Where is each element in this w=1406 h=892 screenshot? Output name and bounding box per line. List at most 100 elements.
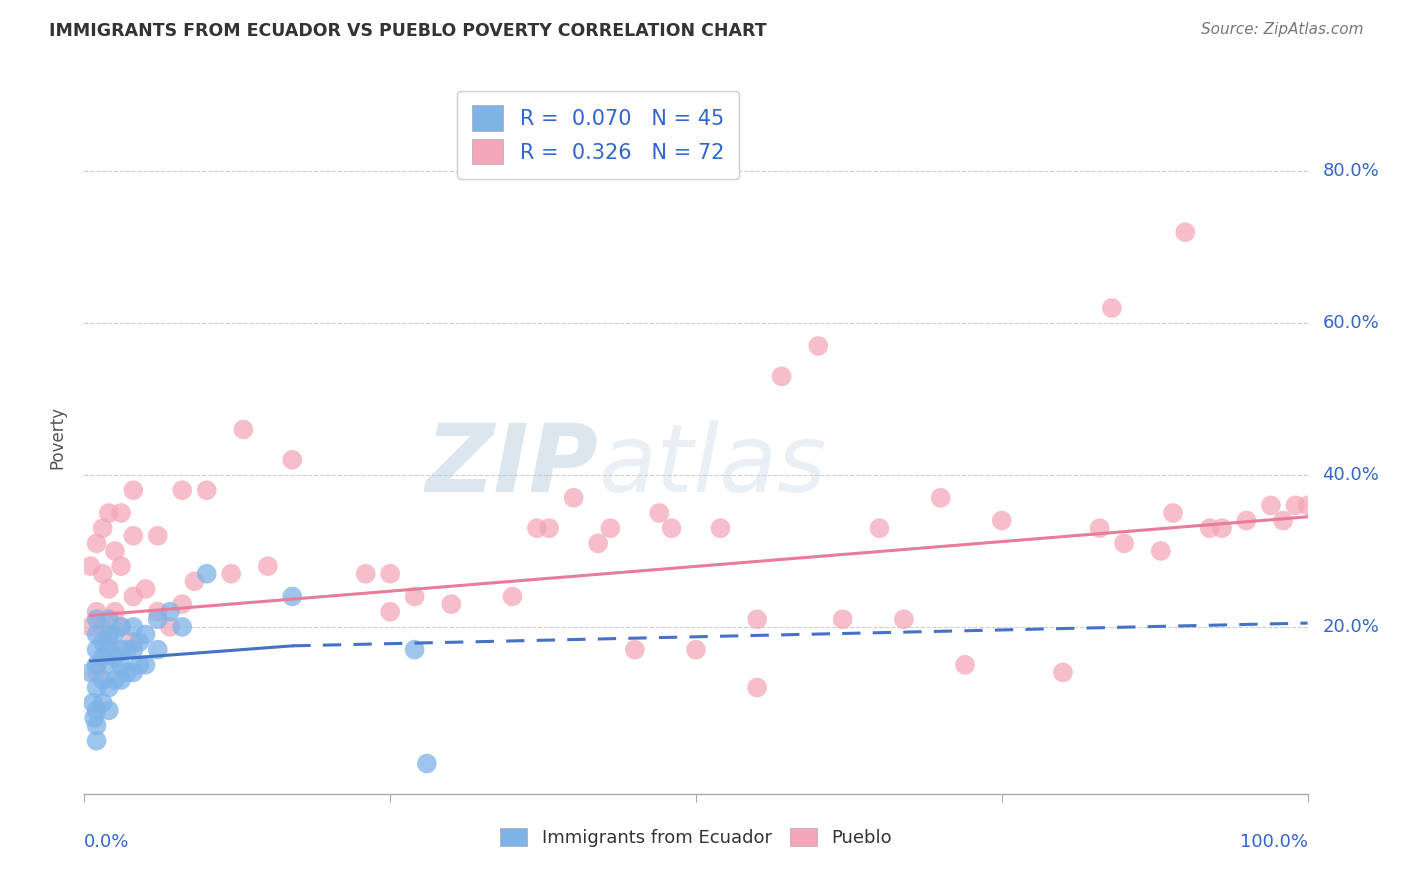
Point: [104, 544, 127, 558]
Point: [86, 703, 108, 717]
Point: [97, 582, 120, 596]
Point: [135, 582, 157, 596]
Point: [91, 673, 114, 687]
Point: [115, 642, 138, 657]
Text: 0.0%: 0.0%: [84, 833, 129, 851]
Point: [86, 612, 108, 626]
Point: [91, 635, 114, 649]
Point: [1211, 521, 1233, 535]
Point: [281, 453, 304, 467]
Point: [831, 612, 853, 626]
Point: [1114, 536, 1136, 550]
Point: [404, 590, 426, 604]
Point: [122, 665, 145, 680]
Point: [79, 620, 101, 634]
Point: [110, 657, 132, 672]
Point: [770, 369, 793, 384]
Point: [97, 681, 120, 695]
Point: [1272, 514, 1295, 528]
Point: [1161, 506, 1184, 520]
Point: [502, 590, 524, 604]
Point: [97, 612, 120, 626]
Point: [661, 521, 683, 535]
Text: 40.0%: 40.0%: [1322, 466, 1379, 484]
Point: [146, 529, 169, 543]
Text: Source: ZipAtlas.com: Source: ZipAtlas.com: [1201, 22, 1364, 37]
Point: [183, 574, 205, 589]
Point: [79, 665, 101, 680]
Point: [354, 566, 377, 581]
Point: [110, 559, 132, 574]
Point: [128, 657, 150, 672]
Text: 80.0%: 80.0%: [1322, 162, 1379, 180]
Point: [599, 521, 621, 535]
Point: [1296, 499, 1319, 513]
Point: [624, 642, 647, 657]
Text: 20.0%: 20.0%: [1322, 618, 1379, 636]
Point: [991, 514, 1014, 528]
Point: [416, 756, 439, 771]
Text: IMMIGRANTS FROM ECUADOR VS PUEBLO POVERTY CORRELATION CHART: IMMIGRANTS FROM ECUADOR VS PUEBLO POVERT…: [49, 22, 766, 40]
Point: [86, 627, 108, 641]
Point: [86, 642, 108, 657]
Point: [122, 529, 145, 543]
Point: [747, 681, 769, 695]
Point: [219, 566, 242, 581]
Point: [122, 620, 145, 634]
Point: [893, 612, 915, 626]
Point: [110, 620, 132, 634]
Point: [97, 642, 120, 657]
Point: [122, 590, 145, 604]
Point: [195, 483, 218, 498]
Point: [122, 635, 145, 649]
Point: [172, 597, 194, 611]
Point: [122, 642, 145, 657]
Point: [232, 422, 254, 436]
Point: [97, 703, 120, 717]
Point: [685, 642, 707, 657]
Point: [86, 657, 108, 672]
Point: [929, 491, 952, 505]
Point: [709, 521, 731, 535]
Point: [86, 605, 108, 619]
Point: [91, 696, 114, 710]
Point: [110, 673, 132, 687]
Point: [380, 605, 402, 619]
Point: [122, 483, 145, 498]
Point: [79, 559, 101, 574]
Point: [1284, 499, 1306, 513]
Point: [91, 650, 114, 665]
Legend: Immigrants from Ecuador, Pueblo: Immigrants from Ecuador, Pueblo: [491, 819, 901, 856]
Point: [807, 339, 830, 353]
Point: [86, 733, 108, 747]
Point: [1236, 514, 1258, 528]
Point: [86, 681, 108, 695]
Point: [146, 605, 169, 619]
Point: [1052, 665, 1074, 680]
Point: [648, 506, 671, 520]
Point: [104, 627, 127, 641]
Point: [404, 642, 426, 657]
Point: [128, 635, 150, 649]
Point: [146, 642, 169, 657]
Point: [110, 506, 132, 520]
Point: [953, 657, 976, 672]
Point: [440, 597, 463, 611]
Point: [91, 620, 114, 634]
Point: [91, 521, 114, 535]
Point: [586, 536, 609, 550]
Point: [86, 665, 108, 680]
Point: [86, 718, 108, 732]
Point: [97, 657, 120, 672]
Point: [110, 642, 132, 657]
Point: [83, 711, 105, 725]
Point: [97, 635, 120, 649]
Point: [146, 612, 169, 626]
Point: [104, 650, 127, 665]
Point: [159, 620, 181, 634]
Point: [172, 620, 194, 634]
Point: [110, 620, 132, 634]
Point: [1198, 521, 1220, 535]
Point: [1174, 225, 1197, 239]
Text: 100.0%: 100.0%: [1240, 833, 1308, 851]
